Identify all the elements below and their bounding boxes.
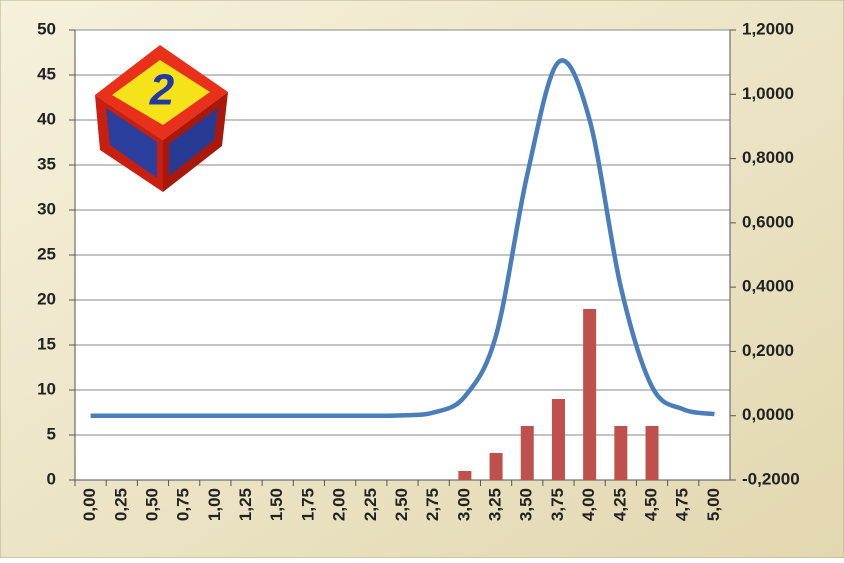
x-tick-label: 4,50 [642,488,661,521]
x-tick-label: 2,00 [330,488,349,521]
x-tick-label: 2,50 [392,488,411,521]
y2-tick-label: 0,6000 [742,212,794,231]
bar [614,426,627,480]
bar [552,399,565,480]
y-tick-label: 50 [37,19,56,38]
x-tick-label: 3,50 [517,488,536,521]
bar [583,309,596,480]
y-tick-label: 25 [37,244,56,263]
x-tick-label: 1,50 [267,488,286,521]
x-tick-label: 2,75 [423,488,442,521]
y-tick-label: 30 [37,199,56,218]
x-tick-label: 0,75 [174,488,193,521]
x-tick-label: 5,00 [704,488,723,521]
y2-tick-label: 1,0000 [742,84,794,103]
bar [458,471,471,480]
dice-face: 2 [149,66,175,115]
page: {"chart_data": { "type": "bar-line", "ca… [0,0,844,558]
x-tick-label: 4,00 [579,488,598,521]
y2-tick-label: 0,2000 [742,341,794,360]
y-tick-label: 45 [37,64,56,83]
y-tick-label: 20 [37,289,56,308]
y-tick-label: 35 [37,154,56,173]
x-tick-label: 4,25 [610,488,629,521]
x-tick-label: 3,75 [548,488,567,521]
y-tick-label: 15 [37,334,56,353]
y2-tick-label: 1,2000 [742,19,794,38]
x-tick-label: 3,00 [454,488,473,521]
y-tick-label: 0 [47,469,56,488]
x-tick-label: 2,25 [361,488,380,521]
x-tick-label: 3,25 [486,488,505,521]
y2-tick-label: 0,0000 [742,405,794,424]
y2-tick-label: 0,4000 [742,277,794,296]
y-tick-label: 5 [47,424,56,443]
x-tick-label: 0,00 [80,488,99,521]
y2-tick-label: -0,2000 [742,469,800,488]
bar [646,426,659,480]
x-tick-label: 1,75 [298,488,317,521]
bar [521,426,534,480]
y-tick-label: 10 [37,379,56,398]
chart: 2 0 5 10 15 20 25 30 35 40 45 50 -0,2000 0,0000 0,200… [0,0,844,558]
y-tick-label: 40 [37,109,56,128]
x-tick-label: 0,25 [111,488,130,521]
x-tick-label: 1,25 [236,488,255,521]
x-tick-label: 4,75 [673,488,692,521]
bar [490,453,503,480]
x-tick-label: 0,50 [142,488,161,521]
x-tick-label: 1,00 [205,488,224,521]
y2-tick-label: 0,8000 [742,148,794,167]
